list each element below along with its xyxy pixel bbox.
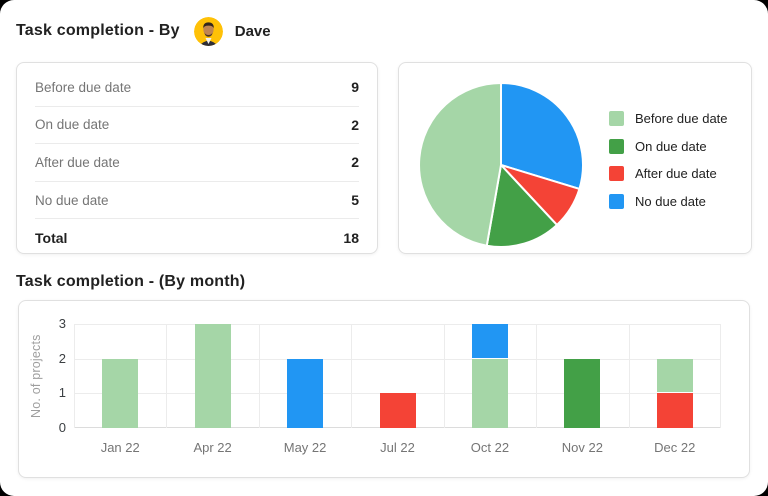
gridline-x-4 <box>443 324 445 428</box>
user-avatar-icon[interactable] <box>193 16 223 46</box>
x-axis-label-dec-22: Dec 22 <box>654 440 696 455</box>
legend-item-on-due-date[interactable]: On due date <box>609 133 728 161</box>
x-axis-label-may-22: May 22 <box>283 440 327 455</box>
row-label: Total <box>35 229 68 246</box>
bar-segment-jan-22-before-due-date[interactable] <box>102 358 139 428</box>
row-label: Before due date <box>35 79 132 95</box>
bar-segment-dec-22-after-due-date[interactable] <box>656 393 693 428</box>
row-label: No due date <box>35 192 109 208</box>
x-axis-label-oct-22: Oct 22 <box>470 440 510 455</box>
table-row-no-due-date: No due date 5 <box>35 182 359 220</box>
page-title: Task completion - By <box>16 22 180 39</box>
y-tick-label-1: 1 <box>58 385 66 401</box>
legend-item-after-due-date[interactable]: After due date <box>609 160 728 188</box>
bar-nov-22 <box>564 358 601 428</box>
bar-segment-oct-22-no-due-date[interactable] <box>471 324 508 359</box>
legend-label: No due date <box>635 193 706 209</box>
x-axis-label-jan-22: Jan 22 <box>100 440 140 455</box>
bar-segment-apr-22-before-due-date[interactable] <box>194 324 231 428</box>
gridline-x-5 <box>536 324 538 428</box>
bar-apr-22 <box>194 324 231 428</box>
bar-segment-oct-22-before-due-date[interactable] <box>471 358 508 428</box>
bar-section-title: Task completion - (By month) <box>16 273 246 290</box>
row-value: 18 <box>343 229 359 246</box>
x-axis-label-jul-22: Jul 22 <box>380 440 415 455</box>
row-value: 2 <box>351 154 359 171</box>
man-portrait-avatar <box>193 16 223 46</box>
bar-segment-dec-22-before-due-date[interactable] <box>656 358 693 394</box>
gridline-x-6 <box>628 324 630 428</box>
bar-segment-jul-22-after-due-date[interactable] <box>379 393 416 428</box>
pie-legend: Before due date On due date After due date… <box>609 105 728 215</box>
pie-slice-on-due-date[interactable] <box>485 164 558 248</box>
bar-dec-22 <box>656 358 693 428</box>
gridline-x-1 <box>166 324 168 428</box>
y-tick-label-2: 2 <box>58 350 66 366</box>
legend-swatch-before-due-date <box>609 111 624 127</box>
row-label: On due date <box>35 117 110 133</box>
bar-segment-may-22-no-due-date[interactable] <box>287 358 324 428</box>
bar-jul-22 <box>379 393 416 428</box>
legend-swatch-on-due-date <box>609 138 624 154</box>
pie-chart-card: Before due date On due date After due date… <box>398 62 752 254</box>
table-row-after-due-date: After due date 2 <box>35 144 359 182</box>
row-value: 9 <box>351 79 359 96</box>
legend-label: After due date <box>635 166 717 182</box>
table-row-before-due-date: Before due date 9 <box>35 69 359 107</box>
legend-item-before-due-date[interactable]: Before due date <box>609 105 728 133</box>
summary-table-card: Before due date 9 On due date 2 After due da… <box>16 62 378 254</box>
gridline-x-7 <box>720 324 721 428</box>
pie-chart <box>418 82 584 248</box>
legend-swatch-after-due-date <box>609 166 624 182</box>
legend-label: On due date <box>635 138 707 154</box>
y-axis-title: No. of projects <box>29 334 43 418</box>
bar-segment-nov-22-on-due-date[interactable] <box>564 358 601 428</box>
gridline-x-0 <box>74 324 75 428</box>
pie-slice-before-due-date[interactable] <box>418 82 502 247</box>
y-tick-label-0: 0 <box>58 420 66 435</box>
report-header: Task completion - By Dave <box>16 15 271 47</box>
bar-oct-22 <box>471 324 508 428</box>
gridline-y-3 <box>74 324 721 325</box>
legend-item-no-due-date[interactable]: No due date <box>609 188 728 216</box>
table-total-row: Total 18 <box>35 219 359 256</box>
gridline-x-2 <box>258 324 260 428</box>
table-row-on-due-date: On due date 2 <box>35 107 359 145</box>
x-axis-label-apr-22: Apr 22 <box>193 440 232 455</box>
x-axis-label-nov-22: Nov 22 <box>561 440 603 455</box>
legend-swatch-no-due-date <box>609 193 624 209</box>
bar-jan-22 <box>102 358 139 428</box>
y-tick-label-3: 3 <box>58 316 66 331</box>
user-filter-chip[interactable]: Dave <box>193 16 271 46</box>
row-value: 2 <box>351 116 359 133</box>
gridline-y-2 <box>74 358 721 360</box>
bar-chart-card: No. of projects 0 1 2 3 Jan 22 Apr 22 May 22 Ju… <box>18 300 750 478</box>
user-name: Dave <box>234 22 271 40</box>
row-value: 5 <box>351 192 359 209</box>
bar-chart-plot <box>74 324 721 428</box>
gridline-x-3 <box>351 324 353 428</box>
row-label: After due date <box>35 154 120 170</box>
bar-may-22 <box>287 358 324 428</box>
legend-label: Before due date <box>635 111 728 127</box>
pie-slice-no-due-date[interactable] <box>500 82 584 190</box>
